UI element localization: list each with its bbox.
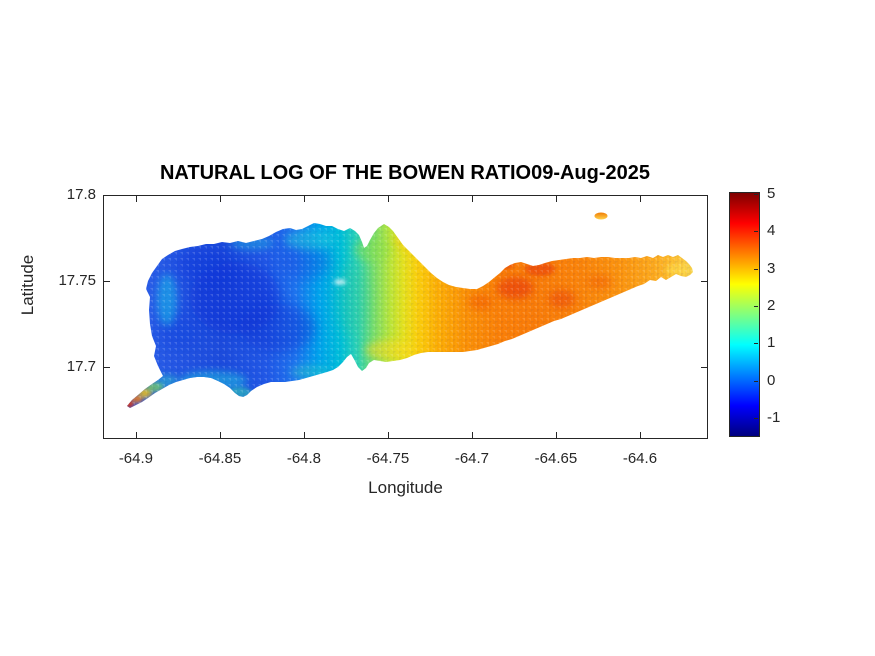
x-tick-label: -64.6: [622, 450, 658, 467]
x-tick-label: -64.8: [286, 450, 322, 467]
colorbar-tick-label: 3: [767, 259, 776, 277]
island-map: [127, 212, 693, 408]
y-tick-mark: [104, 366, 110, 368]
y-tick-mark-right: [701, 366, 707, 368]
x-tick-mark: [135, 432, 137, 438]
x-tick-label: -64.75: [366, 450, 410, 467]
x-tick-mark-top: [219, 196, 221, 202]
x-tick-label: -64.85: [198, 450, 242, 467]
colorbar-tick-label: 4: [767, 222, 776, 240]
x-tick-label: -64.9: [118, 450, 154, 467]
colorbar-tick-label: 0: [767, 371, 776, 389]
colorbar-gradient: [729, 192, 760, 437]
x-tick-mark: [387, 432, 389, 438]
buck-island: [594, 212, 608, 220]
y-tick-mark: [104, 280, 110, 282]
x-tick-mark: [639, 432, 641, 438]
x-tick-mark-top: [303, 196, 305, 202]
colorbar-tick-mark: [754, 306, 758, 308]
x-tick-mark-top: [387, 196, 389, 202]
y-tick-mark-right: [701, 280, 707, 282]
colorbar-tick-mark: [754, 193, 758, 195]
colorbar-tick-mark: [754, 343, 758, 345]
colorbar-tick-mark: [754, 418, 758, 420]
colorbar-tick-label: 5: [767, 184, 776, 202]
x-tick-label: -64.65: [534, 450, 578, 467]
x-tick-mark: [471, 432, 473, 438]
x-tick-mark: [303, 432, 305, 438]
x-tick-mark: [219, 432, 221, 438]
colorbar-tick-label: -1: [767, 409, 781, 427]
x-tick-mark: [555, 432, 557, 438]
x-tick-mark-top: [471, 196, 473, 202]
y-tick-mark-right: [701, 195, 707, 196]
y-tick-mark: [104, 195, 110, 196]
y-tick-label: 17.7: [66, 357, 96, 375]
y-tick-label: 17.8: [66, 186, 96, 203]
x-tick-label: -64.7: [454, 450, 490, 467]
colorbar-tick-mark: [754, 380, 758, 382]
y-axis-label: Latitude: [18, 254, 37, 316]
x-tick-mark-top: [555, 196, 557, 202]
x-tick-mark-top: [135, 196, 137, 202]
colorbar-tick-mark: [754, 268, 758, 270]
colorbar-tick-label: 1: [767, 334, 776, 352]
colorbar-tick-mark: [754, 231, 758, 233]
x-axis-label: Longitude: [368, 478, 443, 497]
colorbar-tick-label: 2: [767, 297, 776, 315]
y-tick-label: 17.75: [58, 271, 96, 289]
chart-title: NATURAL LOG OF THE BOWEN RATIO09-Aug-202…: [159, 162, 651, 184]
x-tick-mark-top: [639, 196, 641, 202]
